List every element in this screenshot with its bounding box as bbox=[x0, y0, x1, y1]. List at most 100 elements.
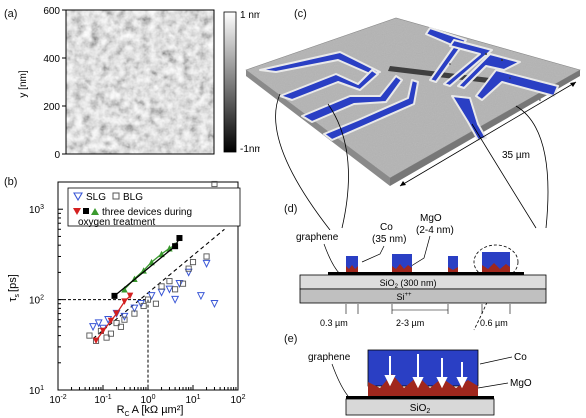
y-tick-label: 101 bbox=[29, 385, 44, 397]
x-tick-label: 100 bbox=[140, 394, 155, 406]
blg-point bbox=[172, 286, 179, 293]
chart-legend: SLG BLG three devices during oxygen trea… bbox=[67, 187, 241, 228]
blg-point bbox=[185, 265, 192, 272]
interface-zoom: SiO2 graphene Co MgO bbox=[308, 349, 532, 416]
legend-three-devices-1: three devices during bbox=[102, 207, 192, 218]
ytick-400: 400 bbox=[43, 54, 60, 65]
colorbar bbox=[223, 11, 237, 153]
blg-point bbox=[86, 332, 93, 339]
d-si-label: Si++ bbox=[396, 292, 412, 302]
panel-b-label: (b) bbox=[4, 176, 18, 188]
legend-red-marker bbox=[73, 208, 81, 215]
substrate-edge-right bbox=[390, 70, 580, 186]
slg-point bbox=[94, 319, 103, 328]
e-co-label: Co bbox=[514, 352, 527, 363]
x-tick-label: 10-1 bbox=[94, 394, 111, 406]
blg-point bbox=[189, 259, 197, 266]
red-point bbox=[121, 298, 128, 305]
si-layer bbox=[299, 288, 547, 304]
e-sio2-label: SiO2 bbox=[410, 403, 431, 415]
d-graphene-label: graphene bbox=[296, 232, 339, 243]
blg-point bbox=[103, 334, 110, 341]
blg-point bbox=[211, 180, 218, 188]
e-sio2-layer bbox=[345, 398, 495, 416]
d-graphene-layer bbox=[328, 272, 524, 275]
black-point bbox=[176, 235, 183, 242]
pointer-curve-3 bbox=[471, 123, 537, 229]
scale-line bbox=[399, 81, 577, 187]
blg-point bbox=[140, 302, 147, 310]
black-point bbox=[111, 292, 118, 299]
d-co-label-1: Co bbox=[380, 222, 393, 233]
blg-point bbox=[179, 280, 187, 287]
ytick-200: 200 bbox=[43, 102, 60, 113]
legend-green-marker bbox=[91, 208, 99, 215]
dim-label-2: 2-3 µm bbox=[396, 318, 424, 328]
ytick-600: 600 bbox=[43, 6, 60, 17]
surface-debris bbox=[449, 53, 541, 101]
d-co-label-2: (35 nm) bbox=[372, 234, 406, 245]
green-point bbox=[121, 286, 128, 293]
slg-point bbox=[184, 268, 193, 277]
afm-image bbox=[65, 9, 215, 155]
e-graphene-label: graphene bbox=[308, 352, 351, 363]
red-point bbox=[99, 327, 107, 335]
blg-point bbox=[152, 300, 159, 307]
slg-point bbox=[157, 288, 166, 297]
spin-lifetime-chart: 10-2 10-1 100 101 102 101 102 103 SLG BLG three… bbox=[7, 180, 246, 418]
chart-xlabel: RC A [kΩ µm²] bbox=[117, 404, 184, 418]
blg-point bbox=[144, 296, 152, 303]
legend-blg: BLG bbox=[123, 192, 143, 203]
d-mgo-label-2: (2-4 nm) bbox=[416, 225, 454, 236]
slg-point bbox=[165, 285, 174, 294]
x-tick-label: 10-2 bbox=[49, 394, 66, 406]
red-point bbox=[126, 292, 134, 300]
e-mgo-layer bbox=[368, 374, 478, 396]
colorbar-top-label: 1 nm bbox=[240, 10, 260, 21]
ytick-0: 0 bbox=[54, 150, 60, 161]
substrate-edge-left bbox=[246, 70, 390, 186]
afm-image-panel: 600 400 200 0 y [nm] 1 nm -1nm bbox=[18, 6, 260, 161]
red-point bbox=[113, 310, 120, 317]
slg-point bbox=[89, 323, 98, 332]
afm-ylabel: y [nm] bbox=[18, 70, 29, 97]
panel-d-label: (d) bbox=[284, 203, 298, 215]
red-point bbox=[107, 317, 115, 325]
d-sio2-label: SiO2 (300 nm) bbox=[380, 278, 437, 290]
device-3d-render: 35 µm bbox=[245, 17, 581, 230]
pointer-curve-1 bbox=[275, 93, 331, 230]
green-point bbox=[140, 267, 147, 274]
slg-point bbox=[120, 312, 129, 321]
dim-label-1: 0.3 µm bbox=[320, 318, 348, 328]
x-tick-label: 102 bbox=[230, 394, 245, 406]
d-mgo-label-1: MgO bbox=[420, 213, 442, 224]
blg-point bbox=[113, 320, 120, 327]
device-cross-section: graphene Co (35 nm) MgO (2-4 nm) SiO2 (3… bbox=[296, 213, 547, 331]
legend-black-marker bbox=[83, 208, 89, 214]
legend-blg-marker bbox=[112, 192, 120, 200]
blg-point bbox=[117, 323, 124, 330]
svg-text:τs[ps]: τs[ps] bbox=[7, 274, 21, 302]
slg-point bbox=[147, 292, 156, 301]
e-graphene-layer bbox=[346, 396, 494, 399]
black-point bbox=[172, 243, 179, 250]
slg-point bbox=[210, 300, 219, 309]
svg-text:RCA [kΩ µm²]: RC A [kΩ µm²] bbox=[117, 404, 184, 418]
blg-point bbox=[158, 283, 165, 290]
slg-point bbox=[175, 279, 184, 289]
panel-c-label: (c) bbox=[294, 8, 307, 20]
y-tick-label: 102 bbox=[29, 295, 44, 307]
pointer-curve-2 bbox=[327, 103, 349, 229]
blg-point bbox=[121, 316, 128, 323]
dim-label-3: 0.6 µm bbox=[480, 318, 508, 328]
panel-a-label: (a) bbox=[4, 8, 18, 20]
red-point bbox=[92, 337, 100, 345]
panel-e-label: (e) bbox=[284, 333, 298, 345]
blg-point bbox=[203, 253, 210, 260]
e-arrows bbox=[384, 354, 468, 389]
slg-point bbox=[130, 304, 139, 313]
y-tick-label: 103 bbox=[29, 204, 44, 216]
slg-point bbox=[202, 259, 211, 268]
blg-point bbox=[107, 330, 114, 337]
blg-point bbox=[131, 310, 138, 317]
